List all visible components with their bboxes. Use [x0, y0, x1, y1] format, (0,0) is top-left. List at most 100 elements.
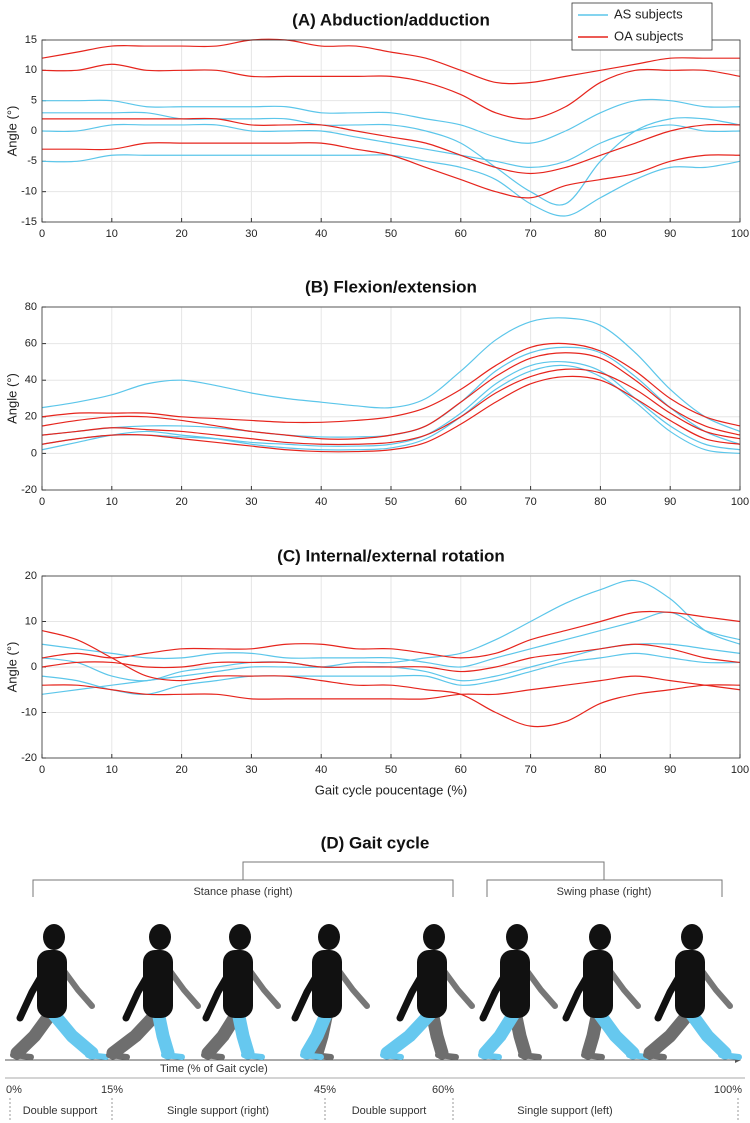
percent-label: 60%: [432, 1084, 454, 1096]
curve: [41, 368, 741, 446]
bracket: [242, 861, 605, 880]
y-tick-label: 40: [25, 374, 37, 386]
y-tick-label: 60: [25, 338, 37, 350]
x-tick-label: 50: [385, 764, 397, 776]
curve: [41, 352, 741, 440]
x-tick-label: 60: [455, 228, 467, 240]
curve: [41, 643, 741, 673]
leg: [643, 1005, 697, 1060]
curve: [41, 652, 741, 696]
foot: [718, 1052, 742, 1060]
torso: [37, 950, 67, 1018]
y-tick-label: -20: [21, 752, 37, 764]
x-tick-label: 60: [455, 764, 467, 776]
leg: [201, 1005, 245, 1060]
percent-label: 45%: [314, 1084, 336, 1096]
y-tick-label: -15: [21, 216, 37, 228]
curve: [41, 610, 741, 659]
curve: [41, 375, 741, 453]
x-tick-label: 40: [315, 496, 327, 508]
foot: [643, 1052, 667, 1060]
torso: [312, 950, 342, 1018]
y-axis-label: Angle (°): [4, 373, 19, 424]
chart-title: (C) Internal/external rotation: [277, 546, 505, 565]
legend-label: AS subjects: [614, 6, 683, 21]
foot: [85, 1052, 109, 1060]
legend-box: [571, 2, 713, 51]
phase-label: Swing phase (right): [557, 886, 652, 898]
head: [681, 924, 703, 950]
leg: [591, 1005, 640, 1060]
head: [506, 924, 528, 950]
y-tick-label: 0: [31, 125, 37, 137]
bracket: [486, 879, 723, 897]
head: [149, 924, 171, 950]
y-tick-label: 10: [25, 615, 37, 627]
leg: [231, 1005, 255, 1060]
y-tick-label: -10: [21, 706, 37, 718]
x-tick-label: 100: [731, 496, 749, 508]
foot: [581, 1052, 605, 1060]
head: [589, 924, 611, 950]
plot-frame: [41, 306, 741, 491]
curve: [41, 364, 741, 454]
percent-label: 100%: [714, 1084, 742, 1096]
x-tick-label: 70: [524, 496, 536, 508]
x-tick-label: 0: [39, 764, 45, 776]
bracket: [32, 879, 454, 897]
dividers: [9, 1098, 739, 1122]
plot-frame: [41, 39, 741, 223]
x-tick-label: 50: [385, 228, 397, 240]
foot: [10, 1052, 34, 1060]
x-tick-label: 30: [245, 764, 257, 776]
x-tick-label: 20: [175, 228, 187, 240]
x-tick-label: 90: [664, 228, 676, 240]
torso: [583, 950, 613, 1018]
x-tick-label: 80: [594, 496, 606, 508]
plot-frame: [41, 575, 741, 759]
y-tick-label: -5: [27, 155, 37, 167]
leg: [300, 1005, 334, 1060]
x-tick-label: 60: [455, 496, 467, 508]
foot: [161, 1052, 185, 1060]
chart: (C) Internal/external rotation -20 -10 0 10 2…: [4, 546, 749, 797]
percent-label: 0%: [6, 1084, 22, 1096]
leg: [478, 1005, 522, 1060]
x-tick-label: 0: [39, 228, 45, 240]
leg: [10, 1005, 59, 1060]
head: [229, 924, 251, 950]
leg: [106, 1005, 165, 1060]
time-label: Time (% of Gait cycle): [160, 1063, 268, 1075]
x-tick-label: 0: [39, 496, 45, 508]
foot: [478, 1052, 502, 1060]
x-tick-label: 20: [175, 496, 187, 508]
curve: [41, 63, 741, 120]
torso: [417, 950, 447, 1018]
x-tick-label: 70: [524, 228, 536, 240]
foot: [380, 1052, 404, 1060]
curve: [41, 317, 741, 432]
percent-label: 15%: [101, 1084, 123, 1096]
support-label: Single support (right): [167, 1105, 269, 1117]
x-tick-label: 70: [524, 764, 536, 776]
y-tick-label: -10: [21, 186, 37, 198]
head: [43, 924, 65, 950]
x-tick-label: 80: [594, 228, 606, 240]
x-tick-label: 40: [315, 228, 327, 240]
head: [318, 924, 340, 950]
torso: [223, 950, 253, 1018]
leg: [151, 1005, 175, 1060]
support-label: Single support (left): [517, 1105, 612, 1117]
x-tick-label: 10: [106, 496, 118, 508]
leg: [45, 1005, 99, 1060]
diagram-title: (D) Gait cycle: [321, 833, 430, 852]
curve: [41, 98, 741, 144]
y-tick-label: 80: [25, 301, 37, 313]
torso: [500, 950, 530, 1018]
x-tick-label: 80: [594, 764, 606, 776]
y-tick-label: 5: [31, 95, 37, 107]
x-tick-label: 40: [315, 764, 327, 776]
leg: [380, 1005, 439, 1060]
x-axis-label: Gait cycle poucentage (%): [315, 782, 467, 797]
